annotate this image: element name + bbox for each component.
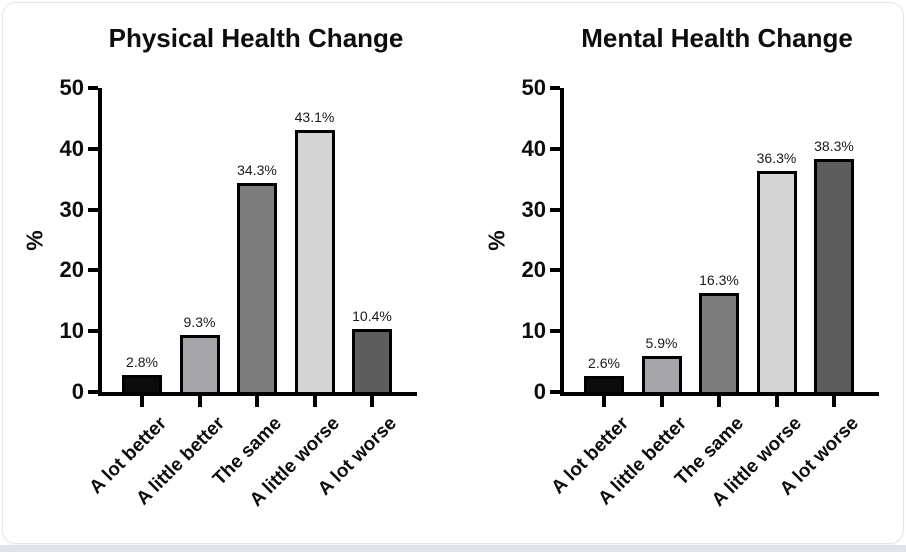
bar-value-label: 2.8% (126, 354, 158, 370)
plot-area-physical: 0 10 20 30 40 50 2.8% A lot better 9.3% A little … (60, 75, 417, 511)
x-axis-tick (832, 396, 836, 407)
y-axis-label-mental: % (483, 230, 510, 251)
y-axis-tick-label: 10 (521, 318, 546, 344)
y-axis-tick (550, 329, 560, 334)
x-axis-tick (197, 396, 202, 407)
y-axis-tick (88, 268, 98, 273)
y-axis-tick (550, 86, 560, 90)
bar-a-little-worse (294, 130, 335, 392)
bar-value-label: 36.3% (756, 150, 797, 166)
bar-a-lot-better (584, 376, 624, 392)
y-axis-tick-label: 20 (59, 257, 84, 283)
bar-value-label: 16.3% (699, 272, 739, 288)
chart-title-mental: Mental Health Change (581, 23, 853, 53)
y-axis-tick (88, 329, 98, 334)
charts-row: Physical Health Change % 0 10 20 30 40 50 2.8%… (3, 3, 903, 543)
y-axis-tick (550, 146, 560, 151)
bar-the-same (699, 293, 739, 392)
bar-value-label: 2.6% (588, 355, 620, 371)
y-axis-tick (88, 146, 98, 151)
bar-value-label: 5.9% (645, 335, 678, 351)
x-axis-tick (602, 396, 606, 407)
page-bottom-strip (0, 545, 906, 552)
y-axis-tick (88, 86, 98, 90)
bar-a-lot-better (122, 375, 162, 392)
y-axis-tick-label: 40 (521, 135, 546, 161)
figure-card: Physical Health Change % 0 10 20 30 40 50 2.8%… (2, 2, 904, 544)
x-axis-tick (659, 396, 664, 407)
x-axis-tick (774, 396, 779, 407)
y-axis-tick-label: 40 (59, 135, 84, 161)
y-axis-tick (88, 390, 98, 394)
y-axis-label-physical: % (21, 230, 48, 251)
y-axis-tick-label: 20 (521, 257, 546, 283)
bar-value-label: 38.3% (814, 138, 854, 154)
y-axis-tick-label: 30 (521, 196, 546, 222)
y-axis-tick-label: 50 (59, 75, 84, 100)
y-axis-tick (88, 207, 98, 212)
x-axis-tick (255, 396, 259, 407)
y-axis-tick (550, 390, 560, 394)
bar-a-little-better (641, 356, 682, 392)
x-axis-tick (370, 396, 374, 407)
x-axis-tick (717, 396, 721, 407)
plot-area-mental: 0 10 20 30 40 50 2.6% A lot better 5.9% A little … (522, 75, 879, 511)
bar-value-label: 9.3% (183, 314, 216, 330)
y-axis-tick-label: 0 (533, 379, 546, 404)
y-axis-tick-label: 30 (59, 196, 84, 222)
y-axis-tick (550, 207, 560, 212)
chart-mental-health: Mental Health Change % 0 10 20 30 40 50 2.6% A … (453, 3, 903, 543)
y-axis-tick-label: 10 (59, 318, 84, 344)
bar-a-lot-worse (352, 329, 392, 392)
bar-value-label: 43.1% (294, 109, 335, 125)
bar-a-little-worse (756, 171, 797, 392)
y-axis-tick (550, 268, 560, 273)
bar-the-same (237, 183, 277, 392)
bar-value-label: 34.3% (237, 162, 277, 178)
x-axis-tick (312, 396, 317, 407)
bar-value-label: 10.4% (352, 308, 392, 324)
y-axis-tick-label: 0 (71, 379, 84, 404)
x-axis-tick (140, 396, 144, 407)
chart-physical-health: Physical Health Change % 0 10 20 30 40 50 2.8%… (3, 3, 453, 543)
bar-a-lot-worse (814, 159, 854, 392)
y-axis-tick-label: 50 (521, 75, 546, 100)
bar-a-little-better (179, 335, 220, 392)
chart-title-physical: Physical Health Change (108, 23, 404, 53)
